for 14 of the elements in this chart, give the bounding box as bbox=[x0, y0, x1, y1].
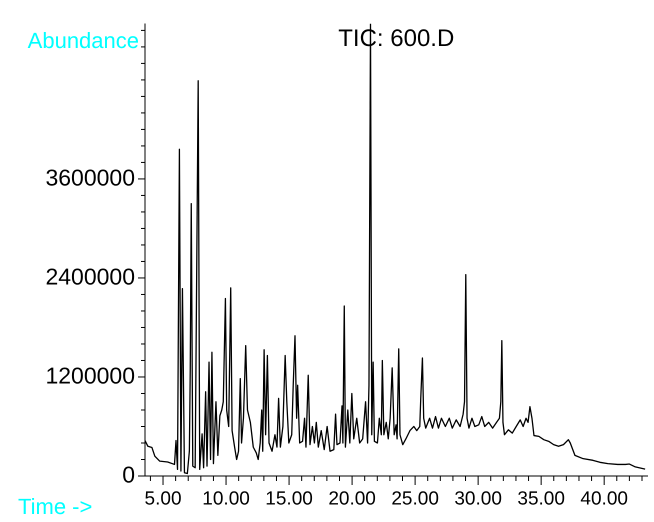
y-tick-label: 3600000 bbox=[45, 164, 135, 190]
x-tick-label: 5.00 bbox=[144, 488, 182, 510]
x-tick-label: 35.00 bbox=[517, 488, 565, 510]
x-tick-label: 25.00 bbox=[391, 488, 439, 510]
y-axis-title: Abundance bbox=[28, 28, 139, 53]
x-axis-title: Time -> bbox=[18, 494, 92, 519]
y-tick-label: 1200000 bbox=[45, 362, 135, 388]
y-tick-label: 2400000 bbox=[45, 263, 135, 290]
x-tick-label: 30.00 bbox=[454, 488, 502, 510]
x-tick-label: 20.00 bbox=[328, 488, 376, 510]
x-tick-label: 40.00 bbox=[580, 488, 628, 510]
x-tick-label: 15.00 bbox=[265, 488, 313, 510]
y-tick-label: 0 bbox=[122, 461, 135, 488]
x-tick-label: 10.00 bbox=[202, 488, 250, 510]
